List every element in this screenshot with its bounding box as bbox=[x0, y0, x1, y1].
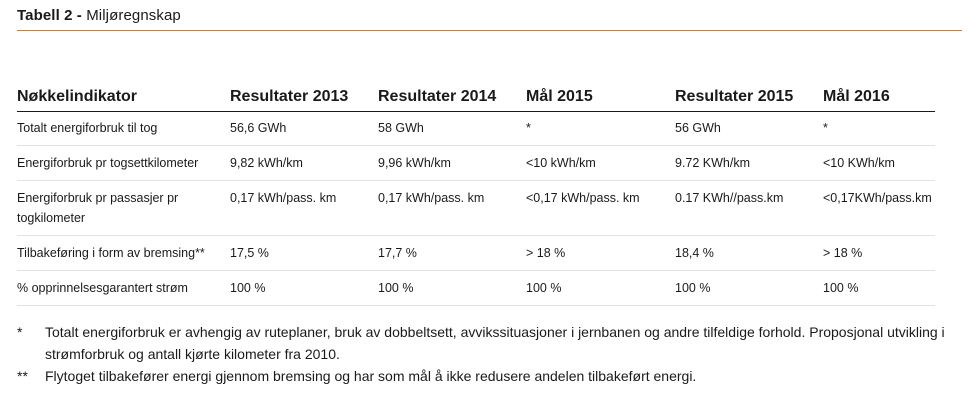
footnotes: * Totalt energiforbruk er avhengig av ru… bbox=[17, 321, 962, 387]
cell-value: 56 GWh bbox=[675, 111, 823, 146]
cell-value: <0,17KWh/pass.km bbox=[823, 180, 935, 236]
header-results-2013: Resultater 2013 bbox=[230, 88, 378, 112]
cell-indicator: Tilbakeføring i form av bremsing** bbox=[17, 235, 230, 271]
cell-indicator: Totalt energiforbruk til tog bbox=[17, 111, 230, 146]
footnote-text: Totalt energiforbruk er avhengig av rute… bbox=[45, 324, 945, 362]
cell-indicator: Energiforbruk pr togsettkilometer bbox=[17, 145, 230, 181]
footnote-text: Flytoget tilbakefører energi gjennom bre… bbox=[45, 368, 697, 384]
cell-value: 9,82 kWh/km bbox=[230, 145, 378, 181]
cell-value: <10 kWh/km bbox=[526, 145, 675, 181]
table-header-row: Nøkkelindikator Resultater 2013 Resultat… bbox=[17, 88, 935, 112]
cell-value: 0,17 kWh/pass. km bbox=[378, 180, 526, 236]
cell-value: 9,96 kWh/km bbox=[378, 145, 526, 181]
header-target-2016: Mål 2016 bbox=[823, 88, 935, 112]
cell-value: 0,17 kWh/pass. km bbox=[230, 180, 378, 236]
cell-value: 100 % bbox=[378, 270, 526, 306]
cell-value: 0.17 KWh//pass.km bbox=[675, 180, 823, 236]
cell-value: 9.72 KWh/km bbox=[675, 145, 823, 181]
table-row: Tilbakeføring i form av bremsing** 17,5 … bbox=[17, 235, 935, 271]
cell-value: 58 GWh bbox=[378, 111, 526, 146]
cell-value: 100 % bbox=[230, 270, 378, 306]
table-subtitle: Miljøregnskap bbox=[86, 7, 181, 24]
footnote-marker: * bbox=[17, 324, 23, 340]
cell-value: > 18 % bbox=[526, 235, 675, 271]
cell-value: 56,6 GWh bbox=[230, 111, 378, 146]
cell-value: 100 % bbox=[675, 270, 823, 306]
cell-value: 17,7 % bbox=[378, 235, 526, 271]
header-target-2015: Mål 2015 bbox=[526, 88, 675, 112]
cell-value: 100 % bbox=[526, 270, 675, 306]
table-row: % opprinnelsesgarantert strøm 100 % 100 … bbox=[17, 270, 935, 306]
cell-value: * bbox=[526, 111, 675, 146]
footnote: * Totalt energiforbruk er avhengig av ru… bbox=[17, 321, 962, 365]
table-row: Energiforbruk pr togsettkilometer 9,82 k… bbox=[17, 145, 935, 181]
table-row: Energiforbruk pr passasjer pr togkilomet… bbox=[17, 180, 935, 236]
environment-accounts-table: Nøkkelindikator Resultater 2013 Resultat… bbox=[17, 88, 935, 306]
cell-value: <10 KWh/km bbox=[823, 145, 935, 181]
cell-value: 17,5 % bbox=[230, 235, 378, 271]
cell-value: 18,4 % bbox=[675, 235, 823, 271]
header-results-2014: Resultater 2014 bbox=[378, 88, 526, 112]
table-row: Totalt energiforbruk til tog 56,6 GWh 58… bbox=[17, 111, 935, 146]
cell-indicator: Energiforbruk pr passasjer pr togkilomet… bbox=[17, 180, 230, 236]
cell-indicator: % opprinnelsesgarantert strøm bbox=[17, 270, 230, 306]
footnote: ** Flytoget tilbakefører energi gjennom … bbox=[17, 365, 962, 387]
cell-value: <0,17 kWh/pass. km bbox=[526, 180, 675, 236]
cell-value: 100 % bbox=[823, 270, 935, 306]
header-key-indicator: Nøkkelindikator bbox=[17, 88, 230, 112]
title-divider bbox=[17, 30, 962, 31]
header-results-2015: Resultater 2015 bbox=[675, 88, 823, 112]
cell-value: * bbox=[823, 111, 935, 146]
table-title: Tabell 2 - Miljøregnskap bbox=[17, 7, 181, 24]
cell-value: > 18 % bbox=[823, 235, 935, 271]
footnote-marker: ** bbox=[17, 368, 28, 384]
table-number: Tabell 2 - bbox=[17, 7, 82, 24]
